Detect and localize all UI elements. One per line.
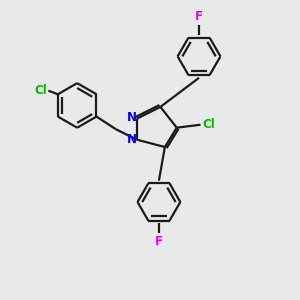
Text: N: N: [127, 111, 137, 124]
Text: F: F: [195, 10, 203, 23]
Text: F: F: [155, 235, 163, 248]
Text: Cl: Cl: [34, 84, 47, 97]
Text: Cl: Cl: [202, 118, 215, 130]
Text: N: N: [127, 133, 137, 146]
